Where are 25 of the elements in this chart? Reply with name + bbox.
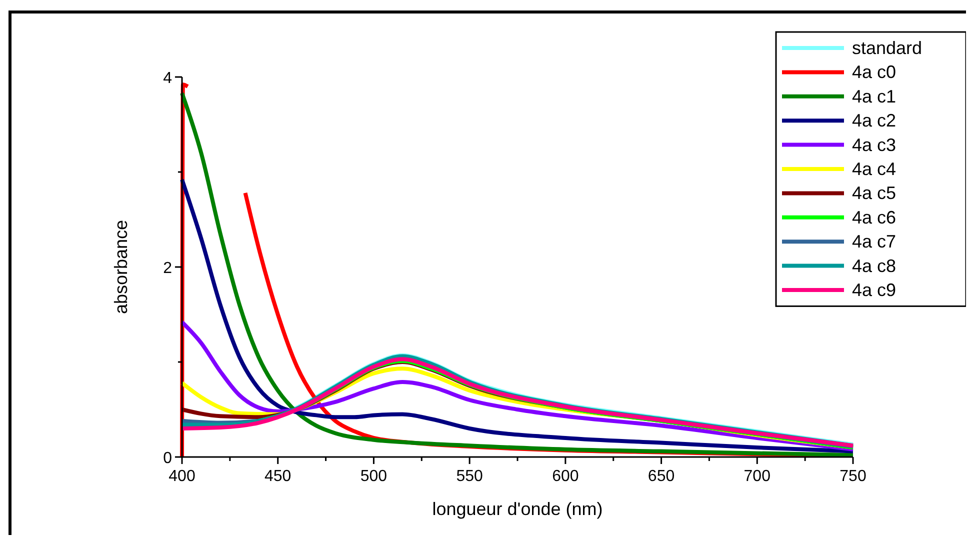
legend-label: 4a c8	[852, 256, 896, 276]
x-tick-label: 500	[360, 468, 388, 485]
legend-label: 4a c0	[852, 62, 896, 82]
x-tick-label: 450	[264, 468, 292, 485]
y-tick-label: 2	[163, 260, 172, 277]
y-axis-title: absorbance	[111, 220, 131, 314]
legend-label: 4a c9	[852, 280, 896, 300]
x-tick-label: 400	[168, 468, 196, 485]
x-tick-label: 650	[648, 468, 675, 485]
legend-label: 4a c5	[852, 183, 896, 204]
x-axis-title: longueur d'onde (nm)	[432, 499, 603, 519]
legend-label: 4a c3	[852, 134, 896, 155]
x-tick-label: 600	[552, 468, 579, 485]
y-tick-label: 0	[163, 450, 172, 467]
legend-label: 4a c4	[852, 159, 896, 179]
line-series	[180, 320, 855, 452]
y-tick-label: 4	[163, 70, 172, 87]
x-tick-label: 700	[744, 468, 771, 485]
legend-label: 4a c1	[852, 86, 896, 106]
legend-label: 4a c6	[852, 207, 896, 228]
legend-label: 4a c2	[852, 110, 896, 131]
legend-label: 4a c7	[852, 232, 896, 252]
legend-label: standard	[852, 38, 922, 58]
x-tick-label: 550	[456, 468, 484, 485]
x-tick-label: 750	[840, 468, 866, 485]
